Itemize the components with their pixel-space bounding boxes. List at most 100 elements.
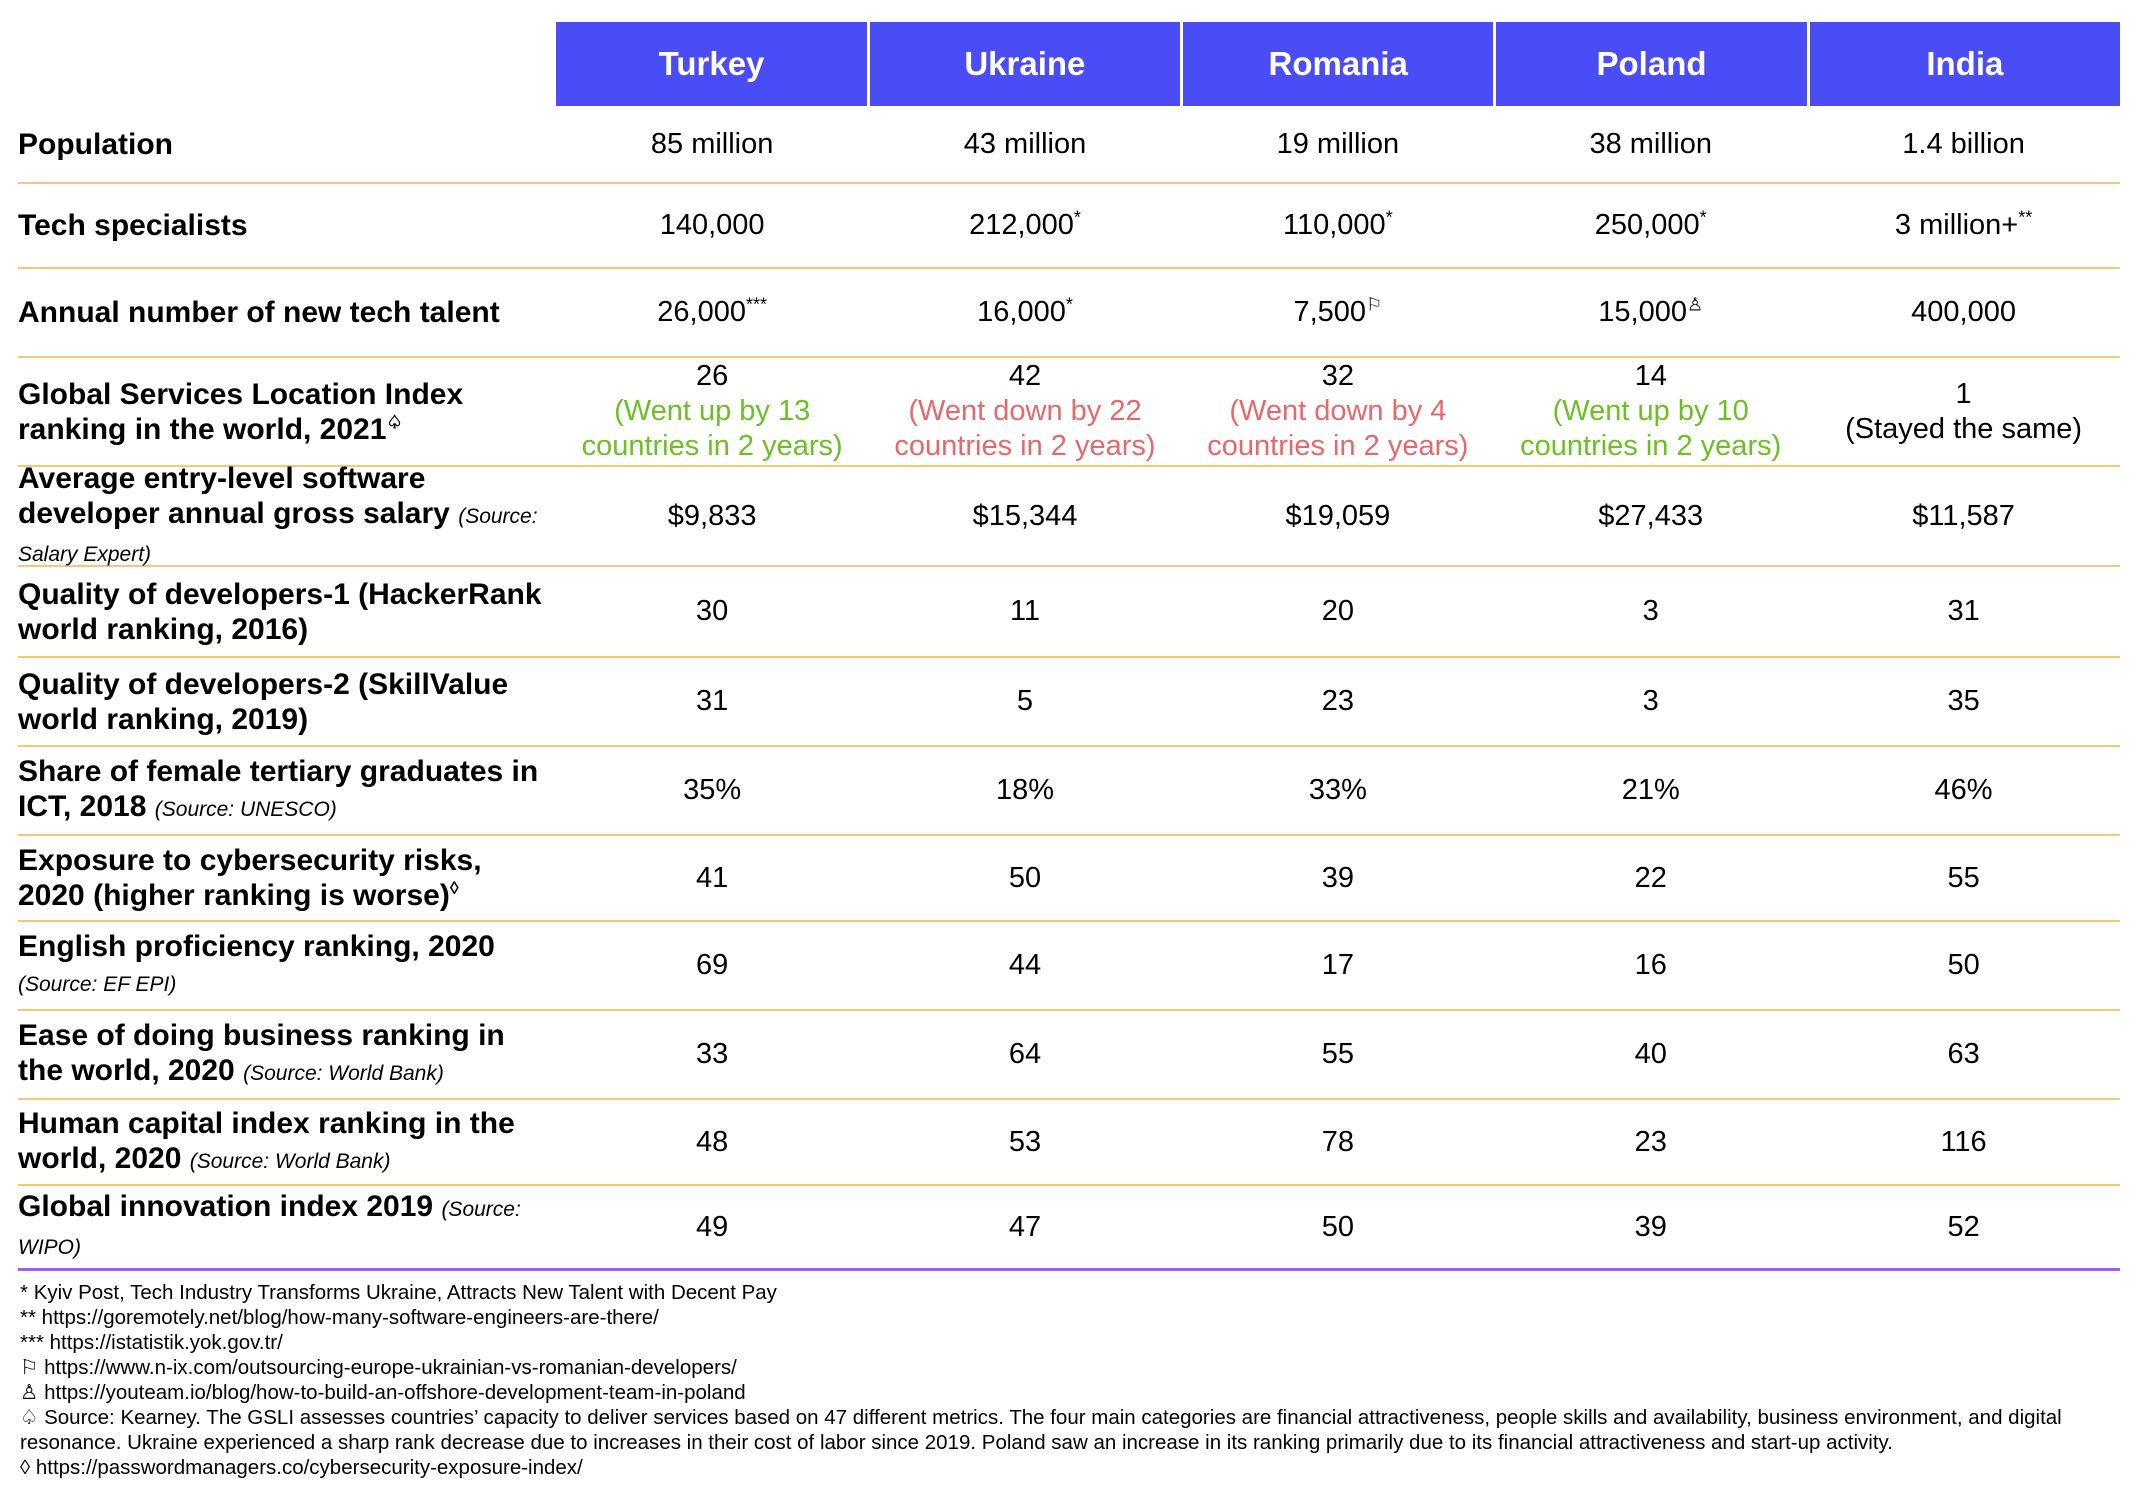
row-label: Global innovation index 2019 (Source: WI…: [18, 1186, 556, 1268]
table-row: Human capital index ranking in the world…: [18, 1100, 2120, 1186]
cell-value: 63: [1947, 1037, 1979, 1072]
footnote-text: Source: Kearney. The GSLI assesses count…: [20, 1406, 2062, 1454]
cell-value: 53: [1009, 1125, 1041, 1160]
table-cell: 44: [869, 922, 1182, 1009]
table-cell: 69: [556, 922, 869, 1009]
table-cell: 39: [1181, 836, 1494, 920]
table-cell: 30: [556, 567, 869, 656]
footnote-mark: ♙: [20, 1381, 39, 1404]
row-label: Ease of doing business ranking in the wo…: [18, 1011, 556, 1098]
cell-value: 50: [1322, 1210, 1354, 1245]
value-text: 19 million: [1276, 127, 1400, 160]
cell-value: 35: [1947, 684, 1979, 719]
column-header: Poland: [1496, 22, 1807, 106]
cell-value: 31: [696, 684, 728, 719]
cell-value: 52: [1947, 1210, 1979, 1245]
cell-value: 22: [1635, 861, 1667, 896]
value-text: 400,000: [1911, 296, 2016, 328]
table-cell: 78: [1181, 1100, 1494, 1184]
cell-value: 5: [1017, 684, 1033, 719]
row-label: Annual number of new tech talent: [18, 269, 556, 356]
table-row: Average entry-level software developer a…: [18, 462, 2120, 567]
value-text: 31: [1947, 595, 1980, 627]
table-row: Global innovation index 2019 (Source: WI…: [18, 1186, 2120, 1271]
table-cell: 16: [1494, 922, 1807, 1009]
footnote: ♤ Source: Kearney. The GSLI assesses cou…: [20, 1405, 2120, 1455]
value-text: 21%: [1621, 774, 1680, 806]
label-text: Annual number of new tech talent: [18, 296, 500, 329]
label-text: Exposure to cybersecurity risks, 2020 (h…: [18, 844, 482, 912]
table-cell: 212,000*: [869, 184, 1182, 267]
footnote-mark: ⚐: [20, 1356, 39, 1379]
table-cell: 43 million: [869, 106, 1182, 182]
table-row: Quality of developers-1 (HackerRank worl…: [18, 567, 2120, 658]
cell-note: (Went up by 13 countries in 2 years): [581, 395, 843, 462]
label-text: English proficiency ranking, 2020: [18, 930, 495, 963]
cell-value: 55: [1322, 1037, 1354, 1072]
footnote: ** https://goremotely.net/blog/how-many-…: [20, 1305, 2120, 1330]
value-text: 35%: [683, 774, 742, 806]
table-cell: 7,500⚐: [1181, 269, 1494, 356]
cell-value: 39: [1322, 861, 1354, 896]
label-text: Quality of developers-2 (SkillValue worl…: [18, 667, 509, 736]
value-text: 20: [1321, 595, 1354, 627]
table-cell: 46%: [1807, 747, 2120, 834]
label-source: (Source: World Bank): [189, 1149, 391, 1173]
cell-value: 14: [1635, 359, 1667, 394]
table-row: Quality of developers-2 (SkillValue worl…: [18, 658, 2120, 747]
row-label: Population: [18, 106, 556, 182]
table-cell: 55: [1807, 836, 2120, 920]
value-text: 47: [1008, 1210, 1042, 1243]
value-text: 15,000: [1598, 296, 1687, 328]
table-cell: 63: [1807, 1011, 2120, 1098]
value-text: 17: [1321, 949, 1354, 981]
value-text: 26,000: [657, 296, 746, 328]
footnote-mark: *: [20, 1281, 28, 1304]
value-text: 39: [1321, 861, 1354, 894]
row-label: Global Services Location Index ranking i…: [18, 358, 556, 465]
value-text: 212,000: [969, 209, 1074, 241]
table-cell: $9,833: [556, 467, 869, 565]
value-text: 32: [1321, 360, 1354, 392]
table-cell: 14 (Went up by 10 countries in 2 years): [1494, 358, 1807, 465]
cell-value: 17: [1322, 948, 1354, 983]
row-label: English proficiency ranking, 2020 (Sourc…: [18, 922, 556, 1009]
value-text: $9,833: [667, 499, 757, 532]
column-header: Turkey: [556, 22, 867, 106]
table-cell: 26 (Went up by 13 countries in 2 years): [556, 358, 869, 465]
footnote: ◊ https://passwordmanagers.co/cybersecur…: [20, 1455, 2120, 1480]
cell-note: (Went down by 4 countries in 2 years): [1207, 395, 1469, 462]
value-text: $15,344: [972, 499, 1078, 532]
table-row: Tech specialists 140,000 212,000* 110,000* 2…: [18, 184, 2120, 269]
value-text: 5: [1016, 685, 1034, 717]
table-cell: 47: [869, 1186, 1182, 1268]
value-text: 116: [1940, 1125, 1987, 1158]
row-label-text: Share of female tertiary graduates in IC…: [18, 754, 546, 827]
value-text: 48: [696, 1125, 729, 1158]
cell-value: 55: [1947, 861, 1979, 896]
label-source: (Source: UNESCO): [154, 798, 337, 821]
table-cell: 41: [556, 836, 869, 920]
footnote-text: https://www.n-ix.com/outsourcing-europe-…: [44, 1356, 737, 1379]
column-header: Ukraine: [869, 22, 1181, 106]
row-label-text: Exposure to cybersecurity risks, 2020 (h…: [18, 843, 546, 913]
cell-value: $19,059: [1285, 499, 1390, 534]
value-text: 1: [1955, 377, 1972, 410]
table-cell: 3: [1494, 567, 1807, 656]
header-blank: [18, 22, 553, 106]
cell-value: $11,587: [1912, 499, 2015, 534]
row-label-text: Global Services Location Index ranking i…: [18, 377, 546, 447]
footnote-mark: ◊: [20, 1456, 31, 1479]
label-source: (Source: World Bank): [243, 1062, 444, 1085]
table-cell: $11,587: [1807, 467, 2120, 565]
cell-value: 41: [696, 861, 728, 896]
table-cell: 1.4 billion: [1807, 106, 2120, 182]
value-text: 26: [696, 360, 729, 392]
table-cell: 85 million: [556, 106, 869, 182]
table-cell: 55: [1181, 1011, 1494, 1098]
cell-value: 78: [1322, 1125, 1354, 1160]
row-label-text: Quality of developers-2 (SkillValue worl…: [18, 667, 546, 737]
footnote-text: https://passwordmanagers.co/cybersecurit…: [35, 1456, 583, 1479]
cell-value: 23: [1635, 1125, 1667, 1160]
